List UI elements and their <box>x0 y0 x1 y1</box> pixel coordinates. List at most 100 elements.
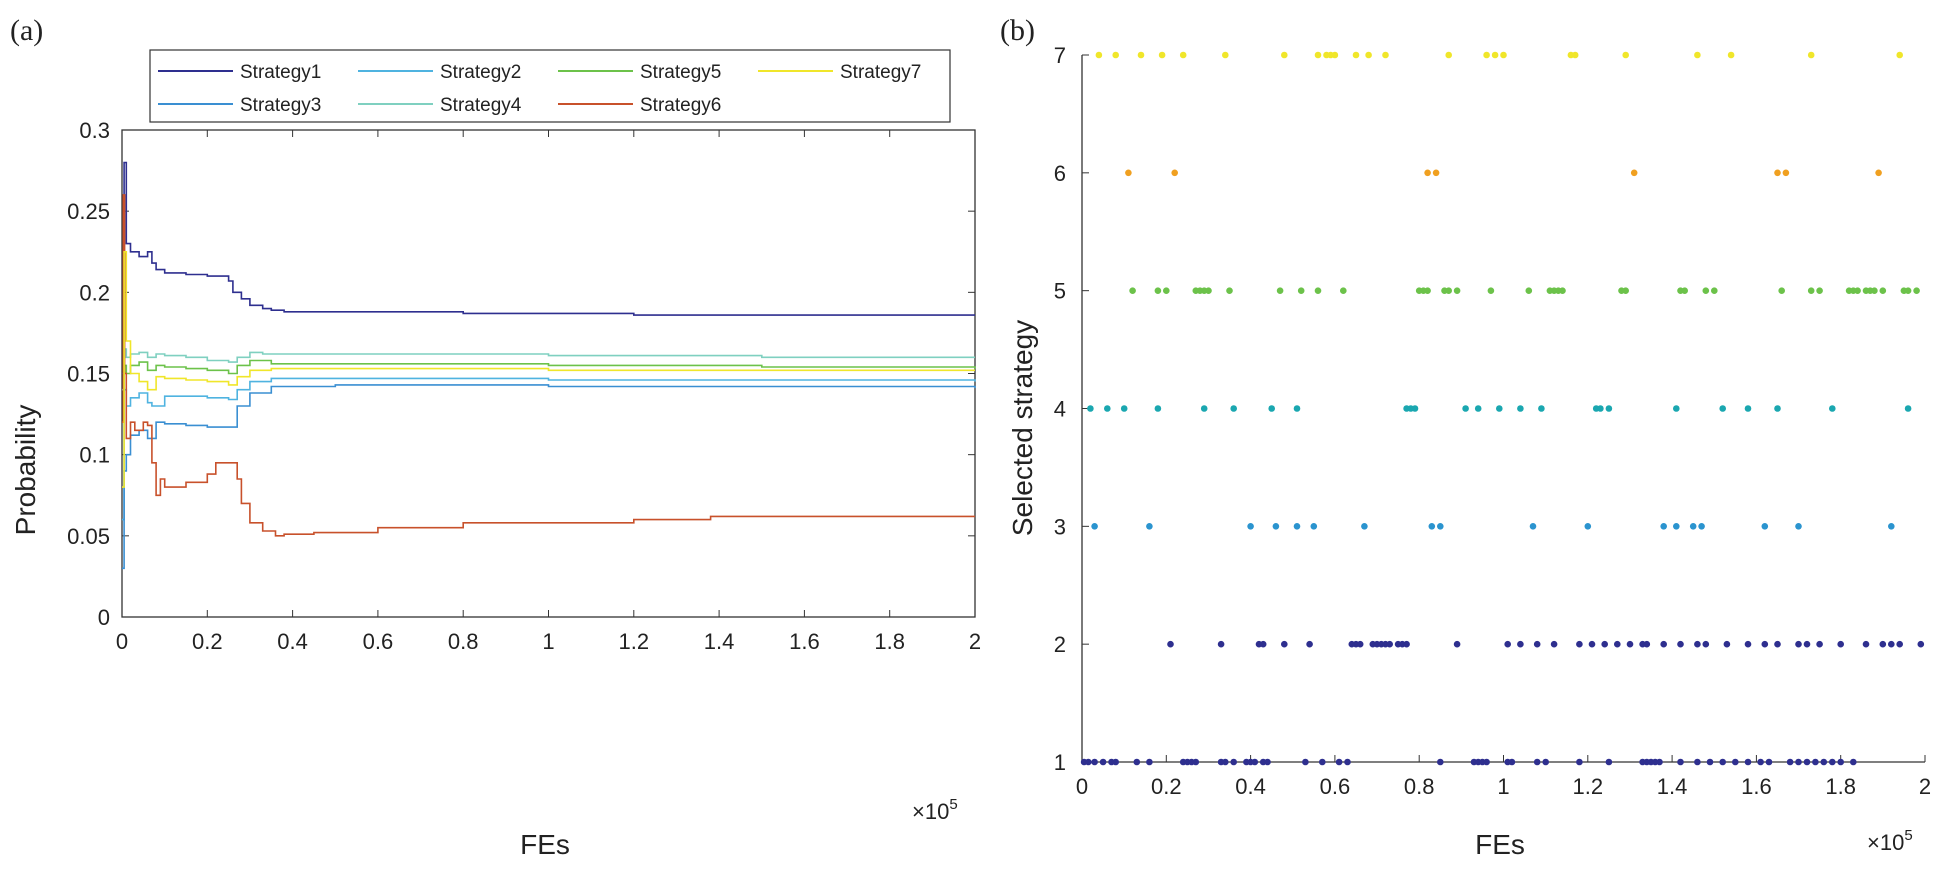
scatter-point-strategy7 <box>1807 51 1815 59</box>
scatter-point-strategy7 <box>1365 51 1372 59</box>
scatter-point-strategy1 <box>1533 758 1541 766</box>
panel-b-y-tick-label: 1 <box>1054 750 1066 775</box>
scatter-point-strategy3 <box>1146 523 1153 530</box>
scatter-point-strategy6 <box>1630 169 1638 177</box>
panel-a-x-multiplier: ×105 <box>912 796 958 824</box>
scatter-point-strategy5 <box>1154 287 1162 295</box>
scatter-point-strategy2 <box>1816 640 1823 648</box>
scatter-point-strategy6 <box>1774 169 1781 177</box>
legend-label-strategy6: Strategy6 <box>640 95 721 116</box>
scatter-point-strategy2 <box>1259 640 1267 648</box>
scatter-point-strategy1 <box>1192 758 1200 766</box>
scatter-point-strategy7 <box>1500 51 1507 59</box>
scatter-point-strategy4 <box>1538 405 1545 412</box>
scatter-point-strategy2 <box>1837 640 1844 648</box>
legend-label-strategy4: Strategy4 <box>440 95 522 116</box>
panel-a-y-tick-label: 0.15 <box>67 362 110 387</box>
scatter-point-strategy1 <box>1757 758 1764 766</box>
panel-a-x-tick-label: 1 <box>542 629 554 654</box>
scatter-point-strategy2 <box>1803 640 1811 648</box>
scatter-point-strategy1 <box>1344 758 1351 766</box>
scatter-point-strategy4 <box>1087 405 1094 412</box>
scatter-point-strategy3 <box>1698 523 1705 530</box>
scatter-point-strategy1 <box>1744 758 1752 766</box>
scatter-point-strategy5 <box>1314 287 1322 295</box>
scatter-point-strategy2 <box>1533 640 1541 648</box>
scatter-point-strategy1 <box>1677 758 1684 766</box>
panel-b-x-tick-label: 1.4 <box>1657 774 1688 799</box>
scatter-point-strategy3 <box>1247 523 1254 530</box>
scatter-point-strategy7 <box>1112 51 1119 59</box>
scatter-point-strategy1 <box>1719 758 1726 766</box>
scatter-point-strategy3 <box>1428 523 1436 530</box>
series-line-strategy6 <box>122 194 975 537</box>
panel-a-legend-box <box>149 49 951 123</box>
scatter-point-strategy3 <box>1091 523 1098 530</box>
panel-a-x-tick-label: 1.4 <box>704 629 735 654</box>
panel-a-y-tick-label: 0.1 <box>79 443 110 468</box>
scatter-point-strategy4 <box>1774 405 1781 412</box>
scatter-point-strategy2 <box>1660 640 1667 648</box>
panel-a-x-tick-label: 2 <box>969 629 981 654</box>
series-line-strategy3 <box>122 384 976 570</box>
panel-a-y-tick-label: 0.2 <box>79 280 110 305</box>
scatter-point-strategy6 <box>1432 169 1440 177</box>
scatter-point-strategy7 <box>1095 51 1103 59</box>
scatter-point-strategy1 <box>1112 758 1119 766</box>
scatter-point-strategy3 <box>1361 523 1368 530</box>
scatter-point-strategy7 <box>1491 51 1499 59</box>
scatter-point-strategy1 <box>1837 758 1844 766</box>
panel-b-x-tick-label: 1.2 <box>1573 774 1604 799</box>
scatter-point-strategy5 <box>1129 287 1136 295</box>
scatter-point-strategy2 <box>1774 640 1781 648</box>
panel-b-x-axis-title: FEs <box>1475 829 1525 860</box>
scatter-point-strategy5 <box>1807 287 1815 295</box>
series-line-strategy1 <box>122 161 975 375</box>
scatter-point-strategy1 <box>1765 758 1773 766</box>
scatter-point-strategy5 <box>1559 287 1566 295</box>
panel-a-y-tick-label: 0.05 <box>67 524 110 549</box>
scatter-point-strategy3 <box>1761 523 1769 530</box>
scatter-point-strategy7 <box>1352 51 1360 59</box>
panel-a-x-tick-label: 0.6 <box>363 629 394 654</box>
panel-a-x-tick-label: 1.6 <box>789 629 820 654</box>
scatter-point-strategy4 <box>1200 405 1208 412</box>
scatter-point-strategy7 <box>1179 51 1187 59</box>
scatter-point-strategy2 <box>1550 640 1558 648</box>
panel-b-y-tick-label: 4 <box>1054 397 1066 422</box>
scatter-point-strategy5 <box>1871 287 1878 295</box>
panel-b-y-tick-label: 7 <box>1054 43 1066 68</box>
scatter-point-strategy4 <box>1230 405 1237 412</box>
scatter-point-strategy2 <box>1217 640 1225 648</box>
scatter-point-strategy2 <box>1862 640 1870 648</box>
scatter-point-strategy5 <box>1226 287 1233 295</box>
scatter-point-strategy5 <box>1702 287 1710 295</box>
scatter-point-strategy1 <box>1576 758 1583 766</box>
panel-b-x-tick-label: 0 <box>1076 774 1088 799</box>
scatter-point-strategy4 <box>1104 405 1111 412</box>
scatter-point-strategy5 <box>1525 287 1533 295</box>
scatter-point-strategy4 <box>1462 405 1469 412</box>
scatter-point-strategy1 <box>1829 758 1836 766</box>
scatter-point-strategy5 <box>1904 287 1912 295</box>
panel-b-plot-area <box>1082 55 1925 762</box>
scatter-point-strategy7 <box>1622 51 1629 59</box>
scatter-point-strategy7 <box>1571 51 1579 59</box>
scatter-point-strategy7 <box>1281 51 1288 59</box>
scatter-point-strategy2 <box>1281 640 1288 648</box>
panel-b-y-tick-label: 6 <box>1054 161 1066 186</box>
scatter-point-strategy1 <box>1656 758 1663 766</box>
panel-b-y-tick-label: 5 <box>1054 279 1066 304</box>
scatter-point-strategy7 <box>1137 51 1145 59</box>
scatter-point-strategy2 <box>1702 640 1710 648</box>
scatter-point-strategy2 <box>1517 640 1524 648</box>
scatter-point-strategy7 <box>1222 51 1229 59</box>
scatter-point-strategy1 <box>1850 758 1857 766</box>
scatter-point-strategy1 <box>1803 758 1811 766</box>
scatter-point-strategy3 <box>1584 523 1592 530</box>
scatter-point-strategy2 <box>1896 640 1903 648</box>
scatter-point-strategy2 <box>1744 640 1752 648</box>
scatter-point-strategy5 <box>1163 287 1170 295</box>
scatter-point-strategy5 <box>1340 287 1347 295</box>
